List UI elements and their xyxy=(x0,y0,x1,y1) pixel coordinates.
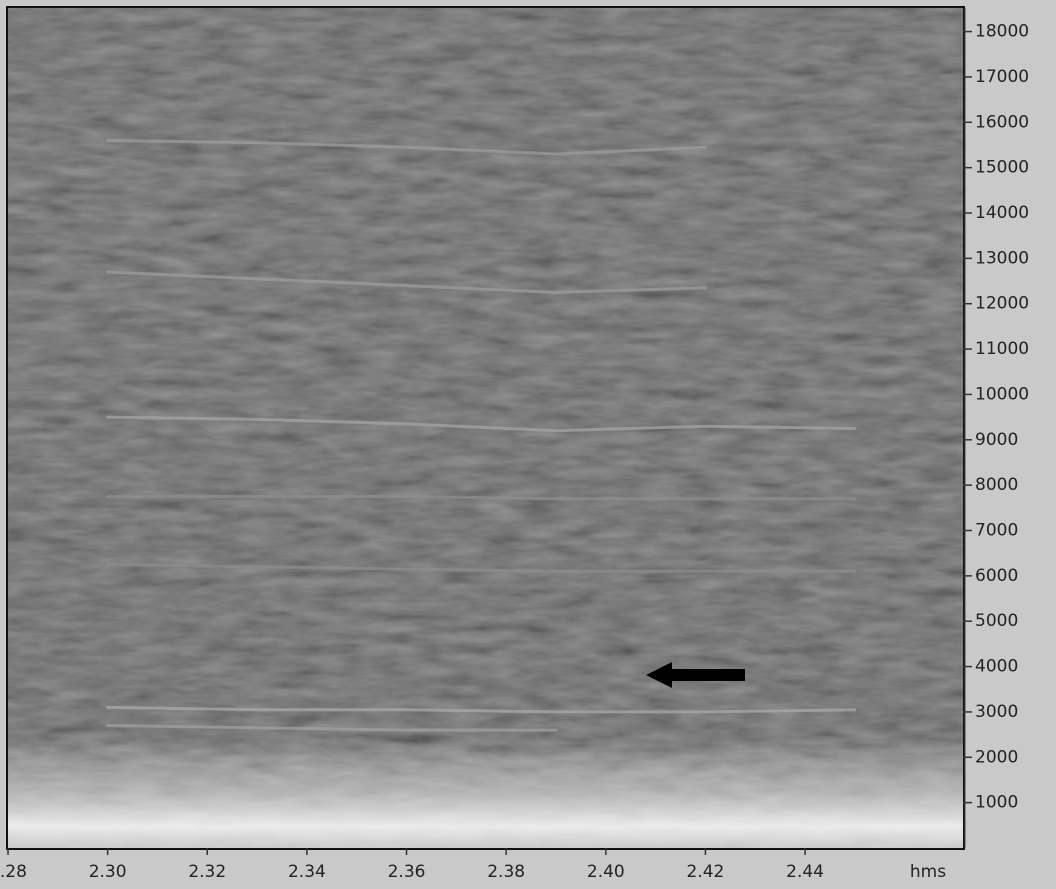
x-axis-label: hms xyxy=(910,862,946,882)
y-tick-label: 8000 xyxy=(975,475,1018,495)
y-tick-label: 15000 xyxy=(975,158,1029,178)
y-tick-label: 2000 xyxy=(975,747,1018,767)
y-tick-label: 13000 xyxy=(975,248,1029,268)
plot-area xyxy=(8,8,963,848)
y-tick-label: 1000 xyxy=(975,793,1018,813)
y-tick-label: 7000 xyxy=(975,521,1018,541)
y-tick-label: 11000 xyxy=(975,339,1029,359)
spectrogram-view: hms 1000 2000 3000 4000 5000 6000 7000 8000 9000… xyxy=(0,0,1056,889)
x-tick-label: 2.40 xyxy=(587,862,625,882)
y-tick-label: 9000 xyxy=(975,430,1018,450)
x-tick-label: 2.38 xyxy=(487,862,525,882)
x-tick-label: 2.34 xyxy=(288,862,326,882)
x-tick-label: 2.32 xyxy=(188,862,226,882)
x-tick-label: 2.36 xyxy=(388,862,426,882)
x-tick-label: 2.28 xyxy=(0,862,27,882)
arrow-shaft xyxy=(668,669,745,681)
x-tick-label: 2.44 xyxy=(786,862,824,882)
y-tick-label: 16000 xyxy=(975,112,1029,132)
y-tick-label: 12000 xyxy=(975,294,1029,314)
x-tick-label: 2.30 xyxy=(89,862,127,882)
y-tick-label: 5000 xyxy=(975,611,1018,631)
y-tick-label: 10000 xyxy=(975,384,1029,404)
y-tick-label: 17000 xyxy=(975,67,1029,87)
y-tick-label: 3000 xyxy=(975,702,1018,722)
x-tick-label: 2.42 xyxy=(687,862,725,882)
y-tick-label: 14000 xyxy=(975,203,1029,223)
y-tick-label: 18000 xyxy=(975,22,1029,42)
y-tick-label: 4000 xyxy=(975,657,1018,677)
low-frequency-energy xyxy=(8,740,963,848)
y-tick-label: 6000 xyxy=(975,566,1018,586)
